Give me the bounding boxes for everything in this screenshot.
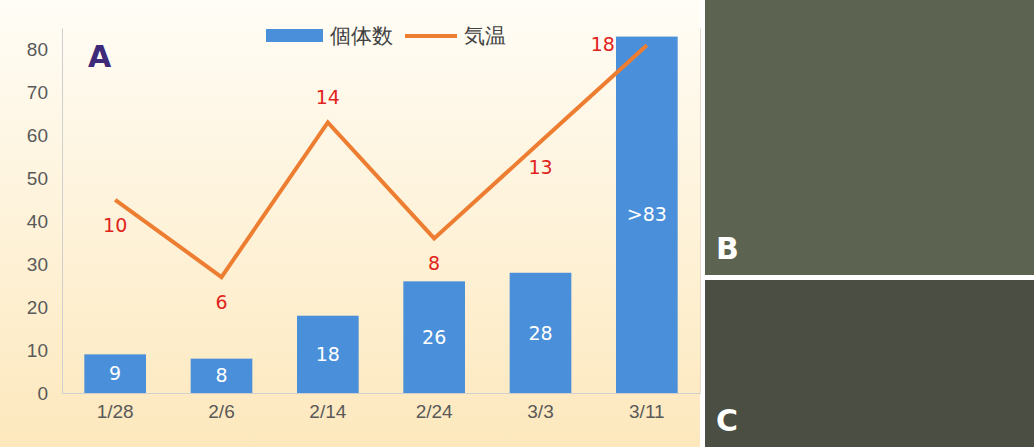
line-label: 8 [428,252,440,274]
legend-symbol [405,34,457,38]
photo [705,280,1034,447]
bar [616,37,678,393]
x-tick-label: 2/14 [309,401,346,422]
y-tick-label: 0 [37,383,48,404]
y-tick: 40 [27,211,62,232]
line-label: 13 [528,156,552,178]
y-tick: 20 [27,297,62,318]
line-label: 14 [316,86,340,108]
y-tick: 80 [27,39,62,60]
y2-axis-line [700,29,701,394]
panel-background [0,0,700,447]
y-tick-label: 10 [27,340,48,361]
y-tick: 30 [27,254,62,275]
y-axis-line [62,29,63,394]
bar-label: 18 [316,343,340,365]
line-label: 18 [591,33,615,55]
marks [84,37,677,393]
y-tick-label: 40 [27,211,48,232]
line-label: 6 [215,291,227,313]
data-labels: 9 8 18 26 28 >83 10 6 14 8 13 18 [103,33,667,386]
x-tick: 3/11 [629,393,665,422]
y-tick-label: 50 [27,168,48,189]
x-tick-label: 2/24 [416,401,453,422]
x-tick: 1/28 [97,393,134,422]
bar-label: 26 [422,326,446,348]
y-tick: 10 [27,340,62,361]
y-tick-label: 70 [27,82,48,103]
x-tick: 3/3 [527,393,553,422]
x-axis-line [63,393,701,394]
y-tick-label: 60 [27,125,48,146]
photo-label: B [716,231,739,266]
y-tick: 0 [37,383,62,404]
y-tick-label: 20 [27,297,48,318]
x-tick-label: 3/11 [629,401,665,422]
y-tick-label: 80 [27,39,48,60]
y2-axis [700,29,701,394]
legend-label: 個体数 [330,24,393,48]
line-label: 10 [103,214,127,236]
x-axis: 1/28 2/6 2/14 2/24 3/3 3/11 [63,393,701,422]
photo [705,0,1034,275]
y-tick-label: 30 [27,254,48,275]
bar [297,316,359,393]
bar-label: 9 [109,362,121,384]
bar-label: 28 [528,322,552,344]
legend: 個体数 気温 [266,24,506,48]
title: A [88,39,112,74]
x-tick: 2/6 [208,393,234,422]
y-tick: 60 [27,125,62,146]
bar [403,281,465,393]
bar-label: 8 [215,364,227,386]
bar [84,354,146,393]
photo-panel: C [705,280,1034,447]
x-tick-label: 1/28 [97,401,134,422]
bar-label: >83 [627,203,667,225]
y-tick: 50 [27,168,62,189]
legend-symbol [266,29,323,42]
x-tick-label: 2/6 [208,401,234,422]
legend-label: 気温 [464,24,506,48]
photo-label: C [716,403,738,438]
figure: 0 10 20 30 40 50 60 70 80 1/28 2/6 2/14 2/24 3/3 3/11 9… [0,0,1034,447]
x-tick: 2/14 [309,393,346,422]
bar [510,273,572,393]
x-tick: 2/24 [416,393,453,422]
x-tick-label: 3/3 [527,401,553,422]
y-axis: 0 10 20 30 40 50 60 70 80 [27,29,63,404]
line [115,45,647,277]
bar [191,359,253,393]
y-tick: 70 [27,82,62,103]
photo-panel: B [705,0,1034,275]
